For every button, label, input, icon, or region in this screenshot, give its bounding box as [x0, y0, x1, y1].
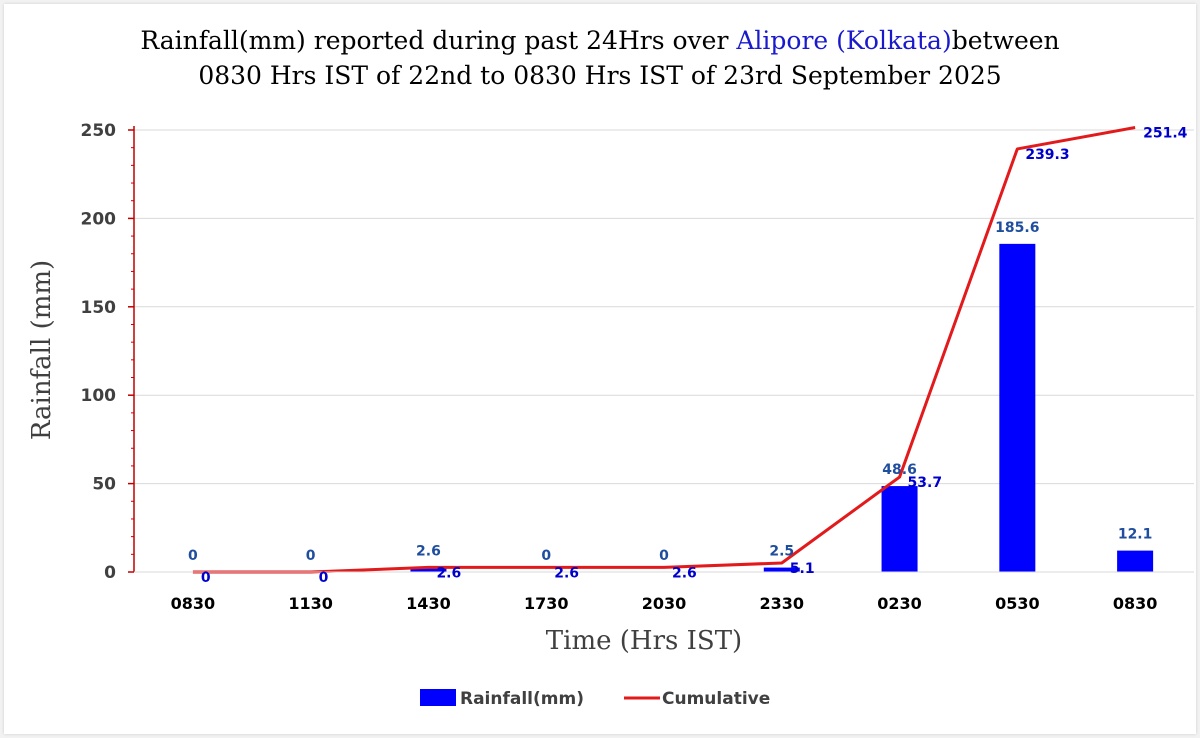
cumulative-value-label: 239.3 — [1025, 147, 1069, 163]
x-tick-label: 0230 — [877, 594, 922, 613]
bar — [763, 567, 800, 572]
cumulative-value-label: 0 — [319, 570, 329, 586]
chart-title-line2: 0830 Hrs IST of 22nd to 0830 Hrs IST of … — [198, 61, 1001, 90]
cumulative-line — [192, 126, 1136, 574]
y-tick-label: 150 — [81, 298, 117, 318]
cumulative-value-label: 2.6 — [554, 565, 579, 581]
bar-value-label: 2.6 — [416, 543, 441, 559]
cumulative-value-label: 53.7 — [908, 475, 943, 491]
cumulative-value-label: 2.6 — [672, 565, 697, 581]
legend-bar-swatch — [420, 689, 456, 706]
y-tick-label: 100 — [81, 386, 117, 406]
bar-value-label: 48.6 — [882, 462, 917, 478]
rainfall-chart: Rainfall(mm) reported during past 24Hrs … — [27, 26, 1194, 709]
x-tick-label: 1130 — [288, 594, 333, 613]
bar-value-label: 2.5 — [769, 544, 794, 560]
chart-title-line1: Rainfall(mm) reported during past 24Hrs … — [140, 26, 1059, 55]
x-tick-label: 2030 — [642, 594, 687, 613]
bar-value-label: 185.6 — [995, 220, 1039, 236]
y-tick-label: 250 — [81, 121, 117, 141]
x-tick-label: 0830 — [1113, 594, 1158, 613]
y-tick-label: 200 — [81, 209, 117, 229]
x-tick-label: 0830 — [171, 594, 216, 613]
y-tick-label: 0 — [104, 563, 116, 583]
cumulative-line-path — [192, 126, 1136, 574]
bar — [1117, 550, 1154, 572]
bar — [410, 567, 447, 572]
cumulative-value-label: 0 — [201, 570, 211, 586]
cumulative-value-label: 251.4 — [1143, 126, 1188, 142]
cumulative-value-label: 2.6 — [436, 565, 461, 581]
chart-card: Rainfall(mm) reported during past 24Hrs … — [4, 4, 1196, 734]
y-axis-title: Rainfall (mm) — [27, 260, 57, 440]
legend: Rainfall(mm) Cumulative — [420, 689, 770, 709]
x-tick-label: 1730 — [524, 594, 569, 613]
x-tick-label: 0530 — [995, 594, 1040, 613]
cumulative-value-label: 5.1 — [790, 561, 815, 577]
bar — [999, 243, 1036, 573]
bar-value-label: 0 — [659, 548, 669, 564]
y-tick-label: 50 — [92, 475, 116, 495]
x-tick-label: 1430 — [406, 594, 451, 613]
axes: 0 50 100 150 200 250 0830 1130 1430 1730 2030 2330 0… — [81, 121, 1194, 613]
bar-value-label: 12.1 — [1118, 527, 1153, 543]
bar — [881, 486, 918, 572]
bar-value-label: 0 — [541, 548, 551, 564]
bar-value-label: 0 — [306, 548, 316, 564]
bars — [410, 243, 1154, 573]
x-axis-title: Time (Hrs IST) — [546, 626, 742, 656]
x-tick-label: 2330 — [760, 594, 805, 613]
legend-cumulative-label: Cumulative — [662, 689, 770, 709]
legend-rainfall-label: Rainfall(mm) — [460, 689, 584, 709]
bar-value-label: 0 — [188, 548, 198, 564]
